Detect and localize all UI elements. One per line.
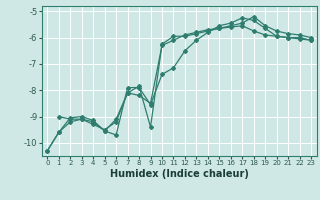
X-axis label: Humidex (Indice chaleur): Humidex (Indice chaleur) xyxy=(110,169,249,179)
